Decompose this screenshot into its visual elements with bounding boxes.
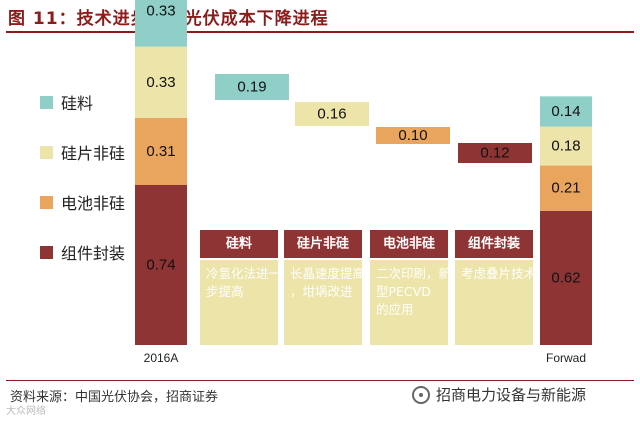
reduction-value-label: 0.19 (237, 79, 266, 96)
wechat-icon (412, 385, 430, 404)
step-header (455, 230, 533, 258)
step-header-label: 硅料 (226, 236, 252, 252)
start-bar-value-label: 0.33 (146, 2, 175, 19)
start-bar-segment (135, 185, 187, 345)
step-description: 长晶速度提高 (290, 266, 365, 281)
step-header (370, 230, 448, 258)
bottom-rule (6, 380, 634, 381)
step-body (370, 260, 448, 345)
start-bar-segment (135, 0, 187, 47)
legend-swatch (40, 245, 53, 259)
x-tick-label: Forwad (546, 351, 586, 365)
step-header (200, 230, 278, 258)
legend-item: 硅片非硅 (40, 140, 125, 164)
step-header (284, 230, 362, 258)
start-bar-value-label: 0.33 (146, 74, 175, 91)
legend-item: 电池非硅 (40, 190, 125, 214)
reduction-value-label: 0.16 (317, 106, 346, 123)
legend-swatch (40, 95, 53, 109)
step-description: ，坩埚改进 (290, 284, 353, 299)
step-description: 冷氢化法进一 (206, 266, 281, 281)
end-bar-value-label: 0.62 (551, 269, 580, 286)
reduction-value-label: 0.12 (480, 145, 509, 162)
end-bar-value-label: 0.18 (551, 138, 580, 155)
footer-mark: 大众网络 (6, 406, 46, 417)
legend-swatch (40, 145, 53, 159)
source-note: 资料来源：中国光伏协会，招商证券 (10, 390, 219, 405)
legend-label: 组件封装 (61, 244, 126, 263)
watermark: 招商电力设备与新能源 (412, 384, 586, 405)
legend-swatch (40, 195, 53, 209)
step-body (455, 260, 533, 345)
step-header-label: 硅片非硅 (297, 236, 349, 252)
step-header-label: 电池非硅 (383, 236, 435, 252)
watermark-text: 招商电力设备与新能源 (436, 386, 587, 404)
step-description: 步提高 (206, 284, 244, 299)
title-rule (6, 31, 634, 33)
reduction-bar (458, 143, 532, 163)
reduction-bar (215, 74, 289, 100)
end-bar-segment (540, 96, 592, 127)
start-bar-segment (135, 117, 187, 185)
start-bar-segment (135, 46, 187, 118)
step-body (284, 260, 362, 345)
legend-label: 硅料 (61, 94, 94, 113)
start-bar-value-label: 0.74 (146, 257, 175, 274)
end-bar-segment (540, 210, 592, 345)
step-description: 二次印刷，新 (376, 266, 451, 281)
end-bar-value-label: 0.21 (551, 180, 580, 197)
step-body (200, 260, 278, 345)
legend-label: 电池非硅 (61, 194, 126, 213)
reduction-bar (295, 102, 369, 126)
end-bar-value-label: 0.14 (551, 103, 580, 120)
step-header-label: 组件封装 (468, 236, 520, 252)
start-bar-value-label: 0.31 (146, 143, 175, 160)
end-bar-segment (540, 165, 592, 211)
step-description: 型PECVD (376, 284, 431, 299)
legend-label: 硅片非硅 (61, 144, 126, 163)
reduction-value-label: 0.10 (398, 127, 427, 144)
step-description: 考虑叠片技术 (461, 266, 537, 281)
legend-item: 组件封装 (40, 240, 125, 264)
reduction-bar (376, 127, 450, 144)
end-bar-segment (540, 126, 592, 166)
step-description: 的应用 (376, 302, 414, 317)
legend-item: 硅料 (40, 90, 93, 114)
x-tick-label: 2016A (144, 351, 179, 365)
waterfall-chart: 0.74 0.31 0.33 0.33 0.62 0.21 0.18 0.14 0.19 0.16… (135, 0, 592, 365)
